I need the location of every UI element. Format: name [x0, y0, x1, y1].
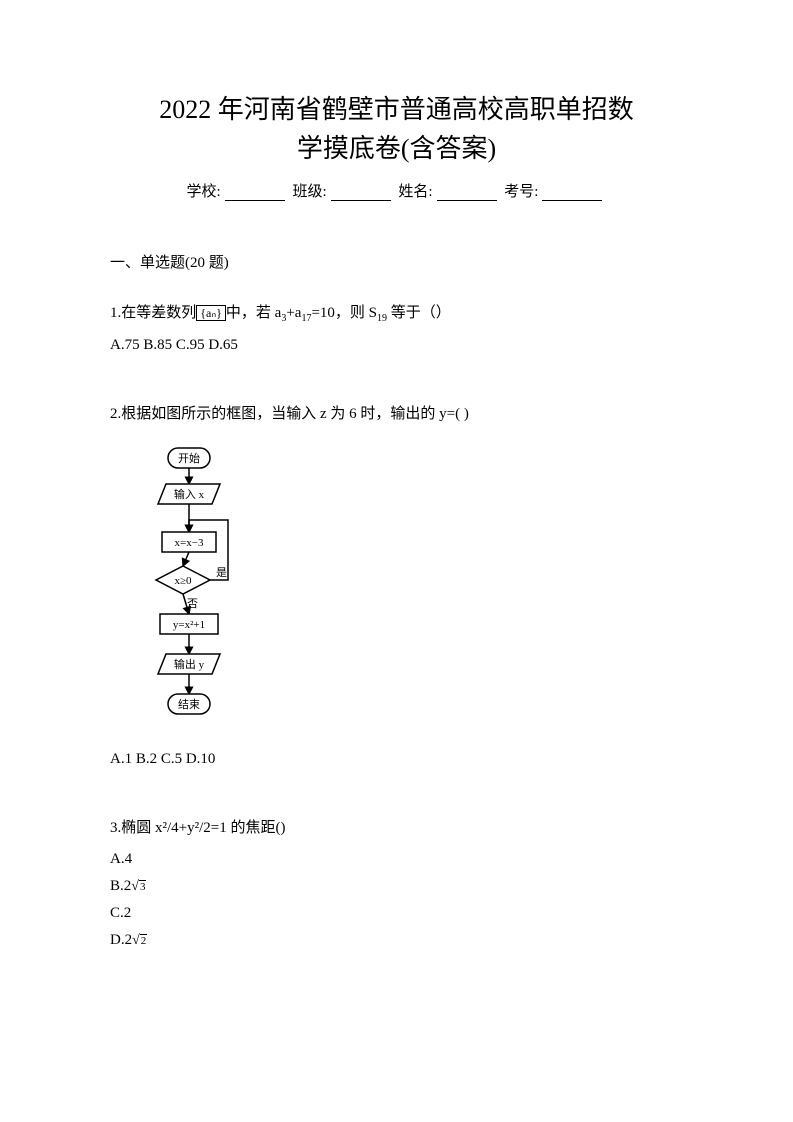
svg-text:输出 y: 输出 y: [174, 657, 205, 671]
svg-text:否: 否: [187, 598, 198, 610]
student-info-line: 学校: 班级: 姓名: 考号:: [110, 180, 683, 201]
question-2: 2.根据如图所示的框图，当输入 z 为 6 时，输出的 y=( ) 否 是 开始输入…: [110, 401, 683, 773]
q1-suffix: 等于（）: [387, 305, 451, 321]
sqrt-icon: √3: [131, 874, 146, 899]
q2-flowchart: 否 是 开始输入 x x=x−3 x≥0 y=x²+1 输出 y 结束: [128, 440, 683, 740]
exam-title: 2022 年河南省鹤壁市普通高校高职单招数 学摸底卷(含答案): [110, 90, 683, 168]
question-3: 3.椭圆 x²/4+y²/2=1 的焦距() A.4 B.2√3 C.2 D.2…: [110, 815, 683, 954]
q1-sequence-notation: {aₙ}: [196, 305, 226, 321]
q1-eq: =10，则 S: [311, 305, 377, 321]
q1-sub3: 19: [377, 313, 387, 324]
q1-mid: 中，若 a: [226, 305, 281, 321]
q1-text: 1.在等差数列{aₙ}中，若 a3+a17=10，则 S19 等于（）: [110, 300, 683, 328]
svg-text:x≥0: x≥0: [174, 575, 192, 587]
title-line-1: 2022 年河南省鹤壁市普通高校高职单招数: [110, 90, 683, 129]
q3-optd-sqrt: 2: [140, 934, 148, 947]
q3-option-a: A.4: [110, 846, 683, 873]
svg-text:输入 x: 输入 x: [174, 487, 205, 501]
q1-plus: +a: [286, 305, 301, 321]
school-blank[interactable]: [225, 185, 285, 201]
svg-text:x=x−3: x=x−3: [175, 537, 204, 549]
svg-text:开始: 开始: [178, 451, 200, 465]
q3-option-b: B.2√3: [110, 873, 683, 900]
svg-text:y=x²+1: y=x²+1: [173, 619, 205, 631]
q3-optb-prefix: B.2: [110, 878, 131, 894]
question-1: 1.在等差数列{aₙ}中，若 a3+a17=10，则 S19 等于（） A.75…: [110, 300, 683, 359]
q1-prefix: 1.在等差数列: [110, 305, 196, 321]
q2-text: 2.根据如图所示的框图，当输入 z 为 6 时，输出的 y=( ): [110, 401, 683, 428]
q1-options: A.75 B.85 C.95 D.65: [110, 332, 683, 359]
class-blank[interactable]: [331, 185, 391, 201]
name-blank[interactable]: [437, 185, 497, 201]
q3-option-d: D.2√2: [110, 927, 683, 954]
svg-text:是: 是: [216, 566, 227, 579]
title-line-2: 学摸底卷(含答案): [110, 129, 683, 168]
q1-sub2: 17: [301, 313, 311, 324]
class-label: 班级:: [292, 184, 326, 200]
q2-options: A.1 B.2 C.5 D.10: [110, 746, 683, 773]
q3-optd-prefix: D.2: [110, 932, 132, 948]
name-label: 姓名:: [398, 184, 432, 200]
school-label: 学校:: [187, 184, 221, 200]
examno-label: 考号:: [504, 184, 538, 200]
svg-text:结束: 结束: [178, 698, 200, 711]
section-header: 一、单选题(20 题): [110, 251, 683, 272]
sqrt-icon: √2: [132, 928, 147, 953]
q3-option-c: C.2: [110, 900, 683, 927]
flowchart-svg: 否 是 开始输入 x x=x−3 x≥0 y=x²+1 输出 y 结束: [128, 440, 238, 730]
q3-optb-sqrt: 3: [139, 880, 147, 893]
examno-blank[interactable]: [542, 185, 602, 201]
q3-text: 3.椭圆 x²/4+y²/2=1 的焦距(): [110, 815, 683, 842]
